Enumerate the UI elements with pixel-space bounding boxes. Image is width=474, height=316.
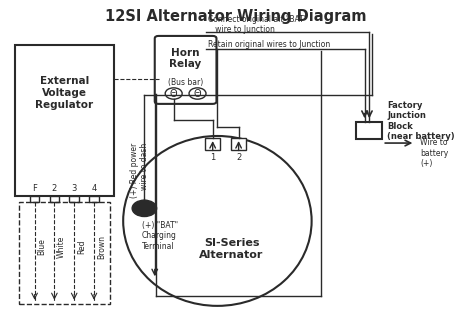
Circle shape [132, 200, 156, 216]
Text: (+) Red power
wire to dash: (+) Red power wire to dash [130, 143, 149, 198]
Text: Wire to
battery
(+): Wire to battery (+) [420, 138, 448, 168]
Text: Red: Red [77, 240, 86, 254]
Text: 12SI Alternator Wiring Diagram: 12SI Alternator Wiring Diagram [106, 9, 367, 24]
Text: (+) "BAT"
Charging
Terminal: (+) "BAT" Charging Terminal [142, 221, 178, 251]
Text: 1: 1 [210, 153, 215, 162]
Text: 4: 4 [91, 184, 97, 193]
Text: Brown: Brown [97, 235, 106, 259]
Text: Retain original wires to Junction: Retain original wires to Junction [208, 40, 330, 49]
Text: Blue: Blue [37, 239, 46, 255]
Bar [18, 202, 110, 304]
FancyBboxPatch shape [155, 36, 217, 104]
Text: External
Voltage
Regulator: External Voltage Regulator [35, 76, 93, 110]
Text: F: F [32, 184, 37, 193]
Text: White: White [57, 236, 66, 258]
Circle shape [189, 88, 206, 99]
Circle shape [165, 88, 182, 99]
Text: SI-Series
Alternator: SI-Series Alternator [200, 239, 264, 260]
Text: 3: 3 [72, 184, 77, 193]
Text: (Bus bar): (Bus bar) [168, 78, 203, 87]
Text: Horn
Relay: Horn Relay [170, 48, 202, 70]
Bar [231, 137, 246, 149]
Text: Θ: Θ [170, 88, 177, 99]
Bar [70, 196, 79, 202]
Text: Connect original alt "BAT"
   wire to Junction: Connect original alt "BAT" wire to Junct… [208, 15, 307, 34]
Bar [30, 196, 39, 202]
Text: 2: 2 [236, 153, 241, 162]
Ellipse shape [123, 136, 311, 306]
Bar [50, 196, 59, 202]
Text: Factory
Junction
Block
(near battery): Factory Junction Block (near battery) [387, 101, 455, 141]
Text: 2: 2 [52, 184, 57, 193]
Bar [15, 45, 114, 196]
Text: Θ: Θ [194, 88, 201, 99]
Bar [89, 196, 99, 202]
Bar [356, 122, 383, 139]
Bar [205, 137, 220, 149]
